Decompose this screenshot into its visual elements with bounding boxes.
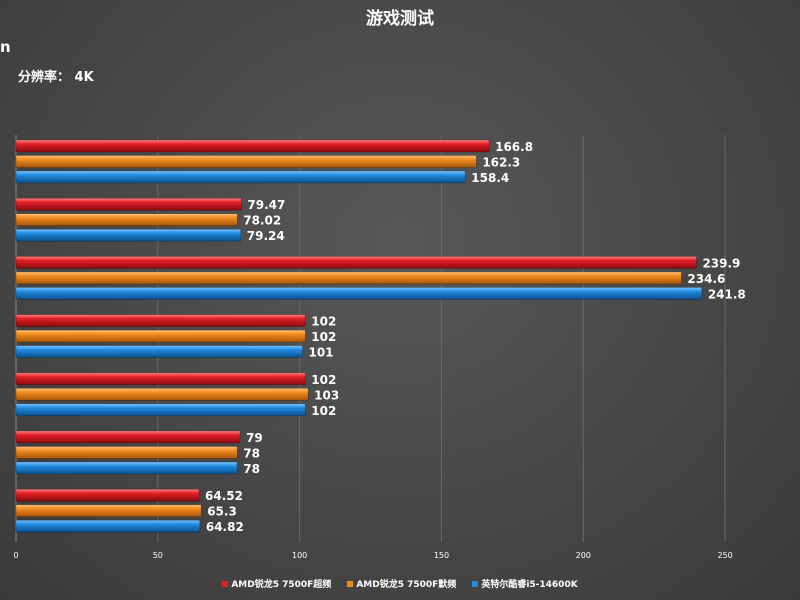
bar-label-series-1-group-4: 103 [314, 388, 339, 402]
bar-label-series-2-group-1: 79.24 [247, 229, 285, 243]
bar-series-1-group-2 [15, 271, 682, 285]
bar-label-series-1-group-5: 78 [243, 447, 260, 461]
legend-item-series-2: 英特尔酷睿i5-14600K [472, 577, 578, 590]
bar-label-series-2-group-0: 158.4 [471, 171, 509, 185]
legend-swatch-series-1 [347, 580, 354, 587]
bar-label-series-1-group-6: 65.3 [207, 505, 237, 519]
bar-label-series-0-group-4: 102 [311, 373, 336, 387]
bar-series-0-group-5 [15, 430, 241, 444]
bar-label-series-2-group-4: 102 [311, 404, 336, 418]
legend-item-series-1: AMD锐龙5 7500F默频 [347, 577, 456, 590]
bar-label-series-0-group-2: 239.9 [702, 256, 740, 270]
bar-series-1-group-4 [15, 387, 309, 401]
bar-label-series-1-group-1: 78.02 [243, 214, 281, 228]
bar-label-series-1-group-0: 162.3 [482, 156, 520, 170]
bar-label-series-0-group-1: 79.47 [247, 198, 285, 212]
legend: AMD锐龙5 7500F超频 AMD锐龙5 7500F默频 英特尔酷睿i5-14… [0, 577, 800, 590]
bar-series-2-group-1 [15, 228, 242, 242]
bar-label-series-2-group-6: 64.82 [206, 520, 244, 534]
bar-series-0-group-2 [15, 256, 697, 269]
x-tick-label-5: 250 [717, 551, 732, 560]
bar-label-series-1-group-2: 234.6 [687, 272, 725, 286]
bar-label-series-1-group-3: 102 [311, 330, 336, 344]
bar-series-1-group-5 [15, 446, 238, 459]
bar-series-0-group-3 [15, 314, 306, 327]
bar-series-0-group-4 [15, 372, 306, 386]
x-tick-label-2: 100 [292, 551, 307, 560]
bar-series-1-group-6 [15, 504, 202, 518]
legend-label-series-1: AMD锐龙5 7500F默频 [356, 580, 457, 590]
x-tick-label-3: 150 [434, 551, 449, 560]
bar-label-series-0-group-0: 166.8 [495, 140, 533, 154]
bar-series-2-group-6 [15, 519, 201, 533]
x-tick-label-1: 50 [153, 551, 163, 560]
legend-item-series-0: AMD锐龙5 7500F超频 [222, 577, 331, 590]
legend-label-series-2: 英特尔酷睿i5-14600K [481, 580, 578, 590]
bar-label-series-2-group-2: 241.8 [708, 287, 746, 301]
legend-swatch-series-0 [222, 580, 229, 587]
bar-series-2-group-2 [15, 287, 703, 300]
bar-label-series-0-group-5: 79 [246, 431, 263, 445]
legend-swatch-series-2 [472, 580, 479, 587]
bar-label-series-2-group-5: 78 [243, 462, 260, 476]
chart-title: 游戏测试 [366, 9, 434, 29]
bar-series-2-group-0 [15, 170, 466, 184]
legend-label-series-0: AMD锐龙5 7500F超频 [231, 580, 332, 590]
x-tick-label-0: 0 [13, 551, 18, 560]
bar-series-1-group-3 [15, 329, 306, 343]
bar-series-2-group-4 [15, 403, 306, 417]
x-axis-ticks: 0 50 100 150 200 250 [13, 551, 732, 560]
bar-label-series-2-group-3: 101 [308, 346, 333, 360]
chart-subtitle: 分辨率： 4K [18, 70, 94, 85]
bar-series-0-group-0 [15, 139, 490, 153]
x-tick-label-4: 200 [576, 551, 591, 560]
bar-series-2-group-3 [15, 345, 303, 358]
bar-label-series-0-group-3: 102 [311, 315, 336, 329]
bar-series-0-group-1 [15, 197, 242, 211]
bar-series-2-group-5 [15, 461, 238, 475]
bar-series-1-group-1 [15, 213, 238, 226]
cropped-label: n [0, 38, 11, 56]
bar-label-series-0-group-6: 64.52 [205, 489, 243, 503]
bar-series-0-group-6 [15, 488, 200, 502]
bar-series-1-group-0 [15, 155, 477, 168]
